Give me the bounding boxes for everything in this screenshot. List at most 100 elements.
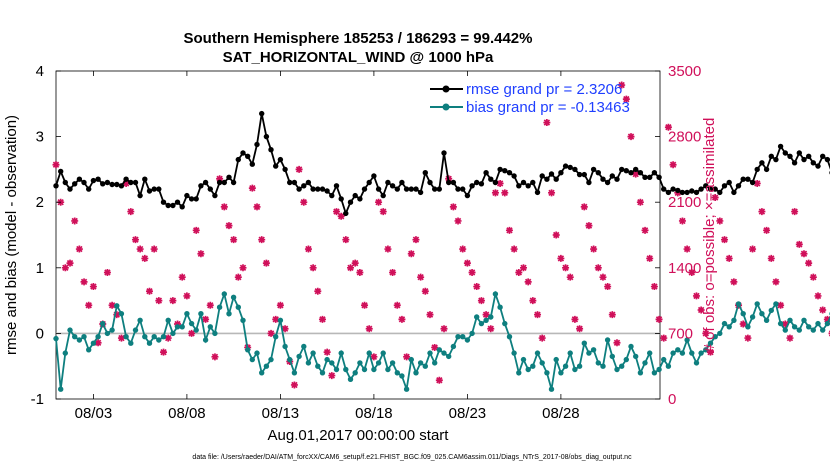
obs-assimilated-marker (683, 245, 691, 253)
obs-assimilated-marker (239, 264, 247, 272)
rmse-point (642, 174, 648, 180)
rmse-point (670, 186, 676, 192)
bias-point (245, 347, 251, 353)
obs-assimilated-marker (599, 273, 607, 281)
rmse-point (240, 150, 246, 156)
bias-point (268, 356, 274, 363)
rmse-point (777, 143, 784, 150)
obs-assimilated-marker (524, 278, 532, 286)
bias-point (782, 327, 788, 333)
y-axis-label-right: # of obs: o=possible; ×=assimilated (701, 118, 718, 353)
bias-point (446, 353, 452, 360)
rmse-point (174, 199, 181, 205)
bias-point (735, 301, 742, 307)
obs-assimilated-marker (664, 123, 672, 131)
bias-point (740, 311, 746, 317)
bias-point (427, 350, 433, 356)
rmse-point (146, 188, 153, 194)
bias-point (703, 347, 709, 353)
obs-assimilated-marker (407, 250, 415, 258)
bias-point (389, 360, 396, 366)
rmse-point (338, 196, 344, 202)
obs-assimilated-marker (421, 287, 429, 295)
rmse-point (53, 183, 59, 189)
obs-assimilated-marker (660, 334, 668, 342)
obs-assimilated-marker (281, 325, 289, 333)
bias-point (188, 320, 195, 327)
obs-assimilated-marker (356, 268, 364, 276)
rmse-point (478, 181, 485, 187)
bias-point (76, 337, 83, 343)
bias-point (142, 334, 148, 340)
bias-point (230, 294, 237, 300)
rmse-point (735, 183, 742, 189)
rmse-point (198, 183, 204, 189)
bias-point (824, 320, 830, 327)
obs-assimilated-marker (361, 301, 369, 309)
obs-assimilated-marker (365, 325, 373, 333)
rmse-point (249, 161, 255, 167)
obs-assimilated-marker (716, 217, 724, 225)
bias-point (347, 376, 354, 382)
bias-point (226, 311, 232, 317)
bias-point (647, 350, 653, 356)
rmse-point (417, 189, 424, 196)
rmse-point (754, 166, 760, 173)
obs-assimilated-marker (276, 301, 284, 309)
rmse-point (422, 170, 428, 176)
bias-point (604, 337, 611, 343)
rmse-point (656, 174, 662, 180)
bias-point (787, 317, 793, 323)
bias-point (661, 356, 667, 363)
bias-point (329, 360, 335, 366)
rmse-point (441, 150, 447, 156)
rmse-point (469, 183, 475, 189)
obs-assimilated-marker (562, 264, 570, 272)
bias-point (595, 360, 601, 366)
bias-point (338, 350, 344, 356)
obs-assimilated-marker (800, 250, 808, 258)
obs-assimilated-marker (164, 334, 172, 342)
obs-assimilated-marker (534, 311, 542, 319)
rmse-point (413, 186, 419, 192)
rmse-point (305, 179, 312, 186)
obs-assimilated-marker (692, 292, 700, 300)
bias-point (628, 343, 634, 350)
y-axis-label-left: rmse and bias (model - observation) (3, 115, 20, 355)
rmse-point (366, 179, 372, 186)
bias-point (352, 370, 358, 376)
rmse-point (572, 166, 578, 173)
obs-assimilated-marker (636, 198, 644, 206)
bias-point (576, 363, 583, 369)
rmse-point (216, 179, 223, 186)
bias-point (637, 370, 644, 376)
obs-assimilated-marker (188, 329, 196, 337)
x-tick-label: 08/13 (262, 405, 300, 422)
bias-point (305, 360, 312, 366)
rmse-point (394, 186, 400, 192)
obs-assimilated-marker (71, 217, 79, 225)
legend-rmse-label: rmse grand pr = 2.3206 (466, 81, 622, 98)
bias-point (394, 370, 400, 376)
obs-assimilated-marker (122, 179, 130, 187)
obs-assimilated-marker (108, 301, 116, 309)
bias-point (123, 334, 129, 340)
obs-assimilated-marker (403, 353, 411, 361)
rmse-point (684, 189, 690, 196)
obs-assimilated-marker (258, 236, 266, 244)
rmse-point (132, 179, 139, 186)
rmse-point (455, 186, 461, 192)
obs-assimilated-marker (75, 245, 83, 253)
rmse-point (343, 210, 349, 217)
obs-assimilated-marker (300, 198, 308, 206)
obs-assimilated-marker (440, 325, 448, 333)
bias-point (86, 347, 92, 353)
x-tick-label: 08/23 (449, 405, 487, 422)
rmse-point (763, 166, 770, 173)
rmse-point (791, 160, 798, 166)
bias-point (413, 370, 419, 376)
bias-point (689, 350, 695, 356)
rmse-point (301, 183, 307, 189)
bias-point (254, 350, 260, 356)
rmse-point (329, 192, 335, 199)
